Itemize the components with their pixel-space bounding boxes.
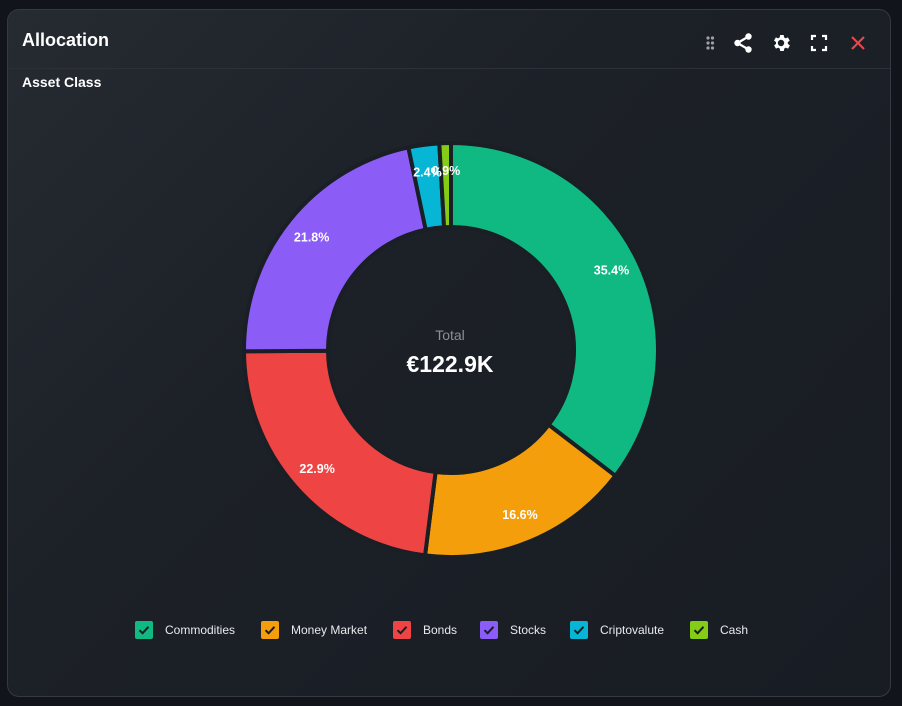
checkbox-icon[interactable] xyxy=(393,621,411,639)
slice-percent-label: 35.4% xyxy=(594,264,629,278)
share-button[interactable] xyxy=(730,30,756,56)
close-icon xyxy=(851,36,865,50)
legend-item-bonds[interactable]: Bonds xyxy=(393,620,457,640)
gear-icon xyxy=(774,35,790,51)
slice-percent-label: 21.8% xyxy=(294,231,329,245)
legend-label: Stocks xyxy=(510,623,547,637)
total-value: €122.9K xyxy=(406,351,494,377)
fullscreen-button[interactable] xyxy=(806,30,832,56)
legend-item-cash[interactable]: Cash xyxy=(690,620,748,640)
slice-percent-label: 0.9% xyxy=(432,164,461,178)
legend-item-commodities[interactable]: Commodities xyxy=(135,620,235,640)
chart-legend: Commodities Money Market Bonds Stocks Cr… xyxy=(8,620,890,640)
widget-header: Allocation xyxy=(8,10,890,69)
legend-label: Commodities xyxy=(165,623,236,637)
donut-chart: 35.4% 16.6% 22.9% 21.8% 2.4%0.9% xyxy=(241,140,660,559)
widget-title: Allocation xyxy=(22,30,110,50)
donut-slice-money-market[interactable] xyxy=(422,421,619,559)
donut-slice-stocks[interactable] xyxy=(242,145,429,354)
legend-item-criptovalute[interactable]: Criptovalute xyxy=(570,620,664,640)
settings-button[interactable] xyxy=(768,30,794,56)
drag-handle-button[interactable] xyxy=(697,30,723,56)
share-icon xyxy=(734,33,752,53)
slice-percent-label: 16.6% xyxy=(502,508,537,522)
chart-subtitle: Asset Class xyxy=(22,74,102,90)
donut-slice-bonds[interactable] xyxy=(241,348,438,558)
slice-percent-label: 2.4% xyxy=(413,166,442,180)
legend-label: Criptovalute xyxy=(600,623,665,637)
legend-item-stocks[interactable]: Stocks xyxy=(480,620,546,640)
checkbox-icon[interactable] xyxy=(690,621,708,639)
fullscreen-icon xyxy=(810,34,828,52)
donut-slice-cash[interactable] xyxy=(437,140,453,230)
checkbox-icon[interactable] xyxy=(480,621,498,639)
legend-item-money-market[interactable]: Money Market xyxy=(261,620,367,640)
legend-label: Bonds xyxy=(423,623,458,637)
close-button[interactable] xyxy=(845,30,871,56)
legend-label: Cash xyxy=(720,623,749,637)
checkbox-icon[interactable] xyxy=(135,621,153,639)
legend-label: Money Market xyxy=(291,623,368,637)
slice-percent-label: 22.9% xyxy=(299,462,334,476)
total-label: Total xyxy=(435,327,465,343)
donut-slice-commodities[interactable] xyxy=(449,140,660,479)
checkbox-icon[interactable] xyxy=(261,621,279,639)
checkbox-icon[interactable] xyxy=(570,621,588,639)
allocation-widget: Allocation xyxy=(7,9,891,697)
drag-handle-icon xyxy=(706,36,715,50)
